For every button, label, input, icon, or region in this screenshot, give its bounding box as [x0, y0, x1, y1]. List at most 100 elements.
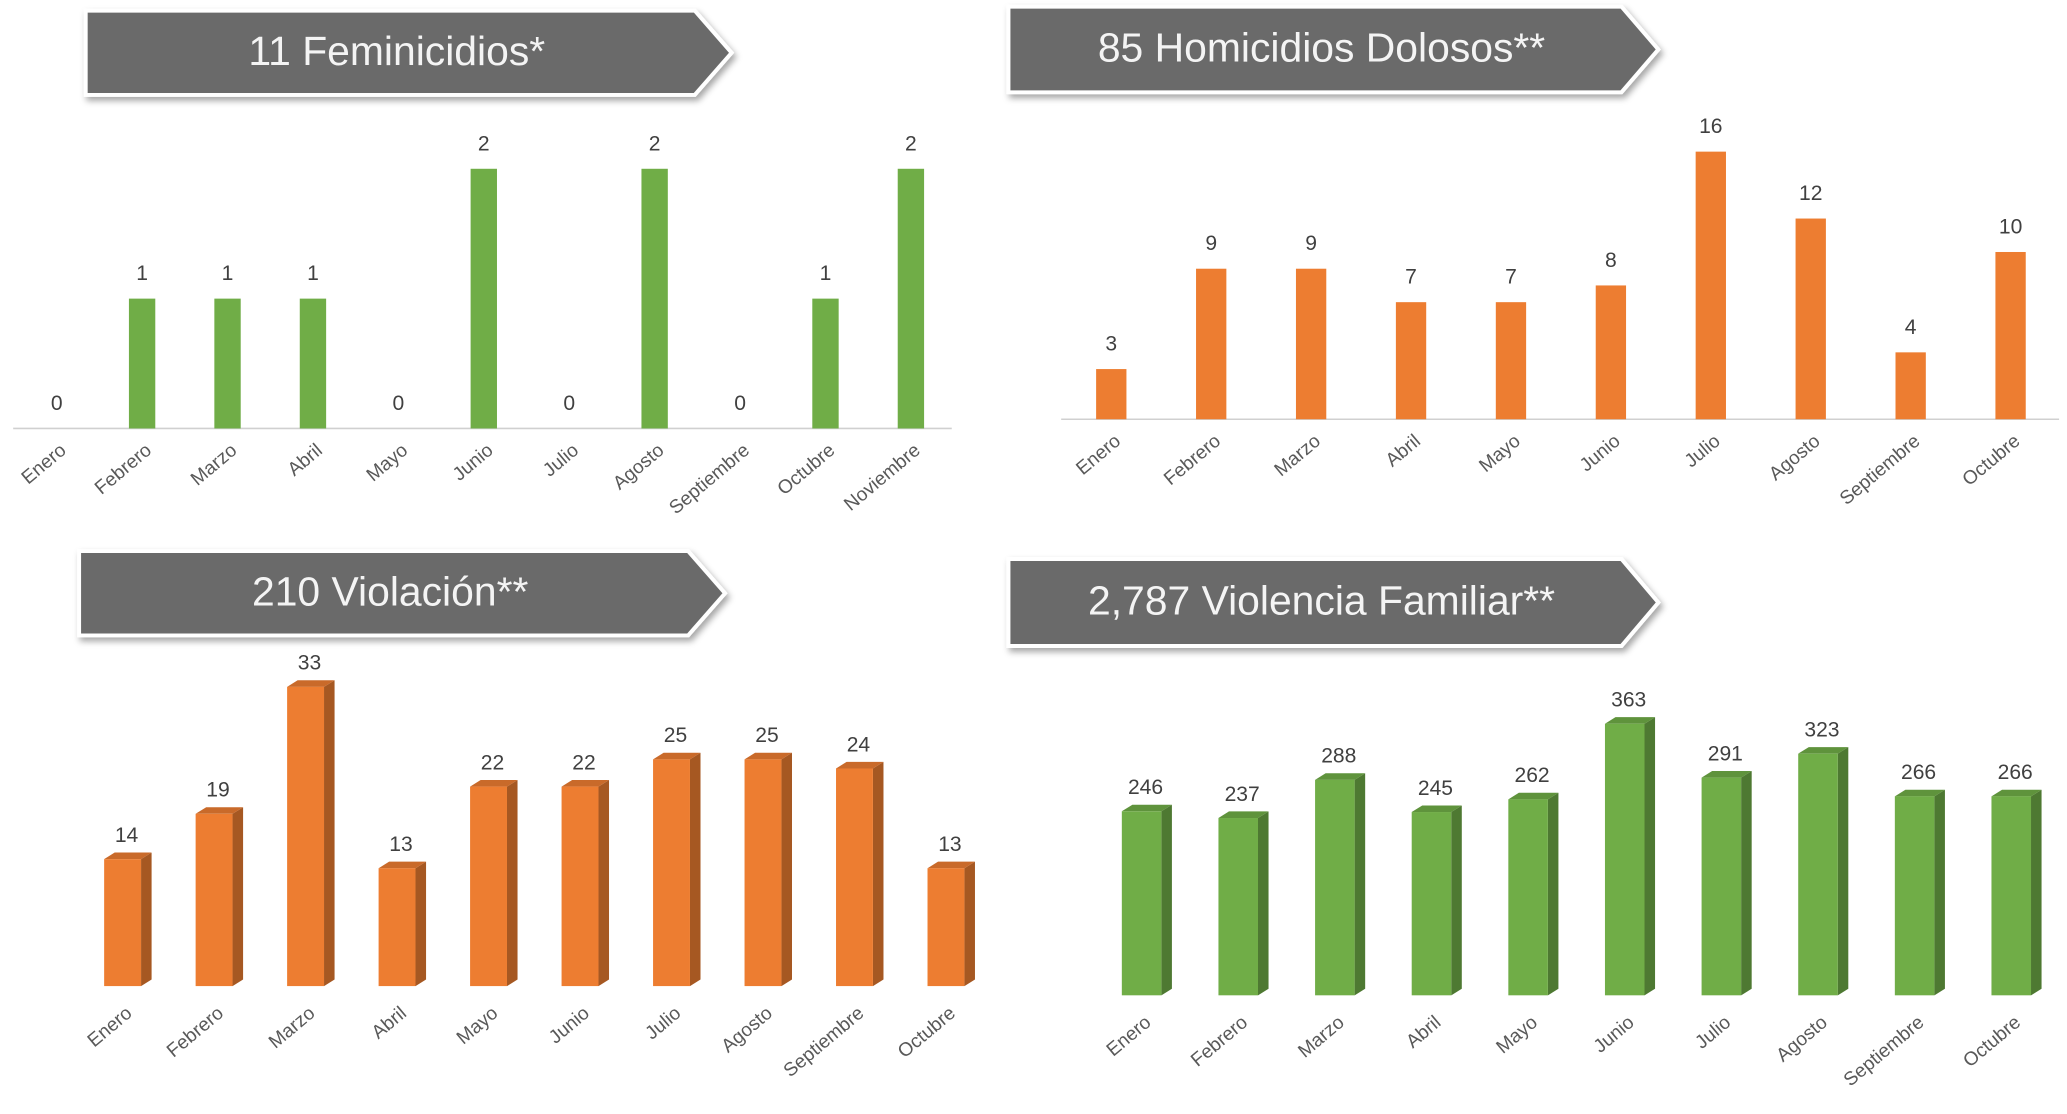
bar	[1596, 285, 1626, 419]
value-label: 323	[1804, 719, 1839, 742]
value-label: 266	[1901, 761, 1936, 784]
x-tick-label: Abril	[1382, 431, 1425, 472]
bar	[471, 169, 497, 429]
bar-side	[598, 780, 609, 986]
value-label: 266	[1998, 761, 2033, 784]
bar	[196, 814, 233, 986]
bar-side	[141, 853, 152, 987]
bar-side	[781, 753, 792, 986]
value-label: 288	[1321, 745, 1356, 768]
x-tick-label: Marzo	[187, 440, 241, 490]
bar-side	[690, 753, 701, 986]
bar	[300, 299, 326, 429]
bar	[836, 768, 873, 986]
value-label: 16	[1699, 115, 1722, 138]
bar-side	[416, 862, 427, 986]
value-label: 363	[1611, 689, 1646, 712]
bar	[470, 787, 507, 986]
x-tick-label: Enero	[1103, 1012, 1156, 1061]
value-label: 12	[1799, 182, 1822, 205]
value-label: 2	[905, 132, 917, 155]
bar	[1218, 818, 1258, 995]
x-tick-label: Junio	[1590, 1012, 1638, 1057]
value-label: 9	[1205, 232, 1217, 255]
bar-side	[873, 762, 884, 986]
value-label: 2	[478, 132, 490, 155]
x-tick-label: Julio	[1681, 431, 1725, 472]
value-label: 291	[1708, 742, 1743, 765]
chart-title: 210 Violación**	[252, 568, 528, 614]
bar	[379, 868, 416, 986]
value-label: 262	[1514, 764, 1549, 787]
bar-side	[1838, 747, 1849, 995]
x-tick-label: Mayo	[453, 1003, 502, 1049]
value-label: 33	[298, 652, 321, 675]
x-tick-label: Julio	[642, 1003, 686, 1044]
bar-side	[1741, 771, 1752, 995]
x-tick-label: Febrero	[1187, 1012, 1252, 1071]
bar	[129, 299, 155, 429]
bar	[1702, 778, 1742, 996]
x-tick-label: Octubre	[774, 440, 840, 500]
bar	[1122, 811, 1162, 995]
value-label: 22	[481, 751, 504, 774]
value-label: 10	[1999, 216, 2022, 239]
value-label: 1	[136, 262, 148, 285]
bar	[745, 759, 782, 986]
bar-side	[233, 807, 244, 986]
chart-panel: 2,787 Violencia Familiar**246Enero237Feb…	[1008, 559, 2041, 1091]
x-tick-label: Septiembre	[1836, 431, 1924, 510]
bar	[1895, 352, 1925, 419]
x-tick-label: Febrero	[91, 440, 156, 499]
chart-panel: 210 Violación**14Enero19Febrero33Marzo13…	[79, 551, 975, 1082]
bar	[1895, 796, 1935, 995]
x-tick-label: Febrero	[163, 1003, 228, 1062]
bar-side	[2031, 790, 2042, 996]
x-tick-label: Septiembre	[665, 440, 753, 519]
chart-panel: 85 Homicidios Dolosos**3Enero9Febrero9Ma…	[1008, 7, 2059, 510]
x-tick-label: Agosto	[1765, 431, 1824, 485]
bar-side	[1548, 793, 1559, 996]
value-label: 1	[820, 262, 832, 285]
value-label: 1	[307, 262, 319, 285]
bar	[1196, 269, 1226, 420]
bar	[1605, 724, 1645, 996]
chart-title: 2,787 Violencia Familiar**	[1088, 578, 1555, 624]
value-label: 7	[1505, 266, 1517, 289]
x-tick-label: Agosto	[718, 1003, 777, 1057]
bar	[562, 787, 599, 986]
bar	[1096, 369, 1126, 419]
bar	[1296, 269, 1326, 420]
value-label: 8	[1605, 249, 1617, 272]
x-tick-label: Noviembre	[840, 440, 924, 515]
x-tick-label: Abril	[1402, 1012, 1445, 1053]
value-label: 0	[393, 392, 405, 415]
bar	[898, 169, 924, 429]
x-tick-label: Julio	[1692, 1012, 1736, 1053]
value-label: 25	[755, 724, 778, 747]
bar-side	[324, 680, 335, 986]
x-tick-label: Abril	[368, 1003, 411, 1044]
x-tick-label: Septiembre	[780, 1003, 868, 1082]
x-tick-label: Junio	[449, 440, 497, 485]
value-label: 9	[1305, 232, 1317, 255]
value-label: 237	[1225, 783, 1260, 806]
bar-side	[1258, 811, 1269, 995]
value-label: 245	[1418, 777, 1453, 800]
value-label: 7	[1405, 266, 1417, 289]
bar	[1315, 780, 1355, 995]
bar	[1798, 754, 1838, 996]
x-tick-label: Enero	[18, 440, 71, 489]
bar	[1796, 219, 1826, 420]
bar-side	[1934, 790, 1945, 996]
x-tick-label: Marzo	[265, 1003, 319, 1053]
bar	[1508, 799, 1548, 995]
bar	[104, 859, 141, 986]
x-tick-label: Octubre	[894, 1003, 960, 1063]
chart-title: 85 Homicidios Dolosos**	[1098, 25, 1545, 71]
value-label: 0	[51, 392, 63, 415]
bar	[287, 687, 324, 986]
value-label: 2	[649, 132, 661, 155]
dashboard: 11 Feminicidios*0Enero1Febrero1Marzo1Abr…	[0, 0, 2067, 1114]
bar	[1496, 302, 1526, 419]
